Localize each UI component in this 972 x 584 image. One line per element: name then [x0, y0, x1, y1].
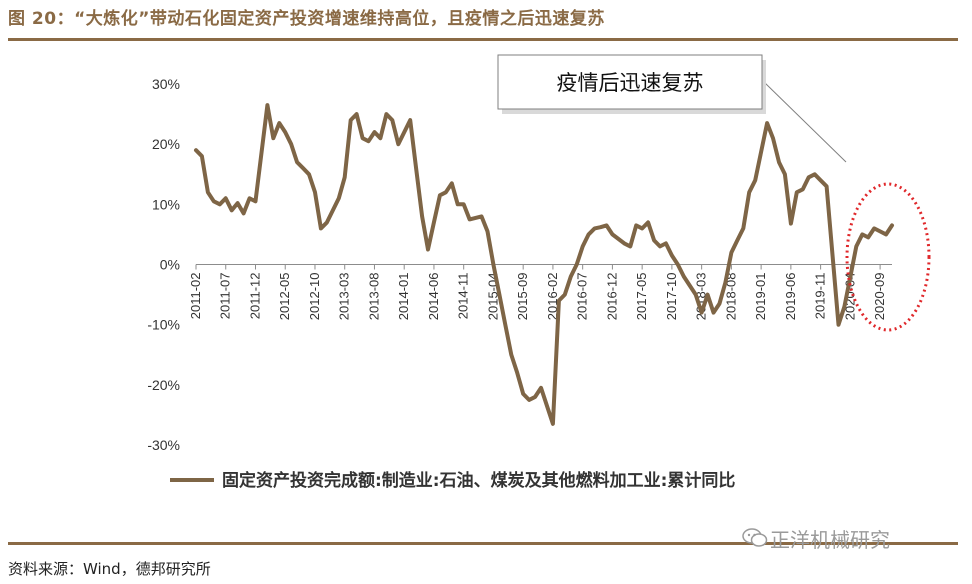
y-tick-label: -30% — [147, 437, 180, 453]
x-tick-label: 2019-01 — [753, 273, 768, 321]
callout-text: 疫情后迅速复苏 — [557, 71, 704, 95]
callout-leader-line — [763, 81, 847, 163]
legend: 固定资产投资完成额:制造业:石油、煤炭及其他燃料加工业:累计同比 — [170, 470, 735, 491]
legend-label: 固定资产投资完成额:制造业:石油、煤炭及其他燃料加工业:累计同比 — [222, 470, 735, 491]
watermark-text: 正洋机械研究 — [770, 528, 890, 552]
axis-layer: 30% 20% 10% 0% -10% -20% -30% 2011-02 2011-07 201… — [147, 76, 892, 453]
y-tick-label: -10% — [147, 317, 180, 333]
x-tick-label: 2012-10 — [307, 273, 322, 321]
recovery-dotted-circle — [845, 182, 931, 332]
y-tick-label: 0% — [160, 257, 180, 273]
x-tick-label: 2019-06 — [783, 273, 798, 321]
x-tick-label: 2016-07 — [575, 273, 590, 321]
top-rule — [8, 38, 958, 41]
x-tick-label: 2019-11 — [813, 273, 828, 320]
y-tick-label: 20% — [152, 136, 180, 152]
callout-box — [497, 54, 763, 110]
x-tick-label: 2016-02 — [545, 273, 560, 321]
x-tick-label: 2020-09 — [872, 273, 887, 321]
x-tick-label: 2011-02 — [188, 273, 203, 320]
source-note: 资料来源：Wind，德邦研究所 — [8, 560, 211, 578]
x-tick-label: 2020-04 — [842, 273, 857, 321]
x-tick-label: 2014-11 — [456, 273, 471, 320]
x-tick-label: 2012-05 — [277, 273, 292, 321]
x-tick-label: 2011-07 — [218, 273, 233, 320]
chart-title: 图 20：“大炼化”带动石化固定资产投资增速维持高位，且疫情之后迅速复苏 — [8, 9, 605, 29]
x-tick-label: 2011-12 — [247, 273, 262, 320]
y-tick-label: -20% — [147, 377, 180, 393]
y-tick-label: 10% — [152, 196, 180, 212]
x-tick-label: 2017-05 — [634, 273, 649, 321]
y-tick-label: 30% — [152, 76, 180, 92]
line-layer — [194, 103, 894, 426]
x-tick-label: 2013-08 — [366, 273, 381, 321]
x-tick-label: 2014-06 — [426, 273, 441, 321]
annotation-layer: 疫情后迅速复苏 — [497, 54, 931, 332]
x-tick-label: 2018-08 — [723, 273, 738, 321]
x-tick-label: 2013-03 — [337, 273, 352, 321]
wechat-icon — [742, 528, 768, 547]
series-line — [194, 103, 894, 426]
x-tick-label: 2016-12 — [604, 273, 619, 321]
x-tick-label: 2015-09 — [515, 273, 530, 321]
x-tick-label: 2017-10 — [664, 273, 679, 321]
bottom-rule — [8, 542, 958, 545]
x-tick-label: 2014-01 — [396, 273, 411, 321]
